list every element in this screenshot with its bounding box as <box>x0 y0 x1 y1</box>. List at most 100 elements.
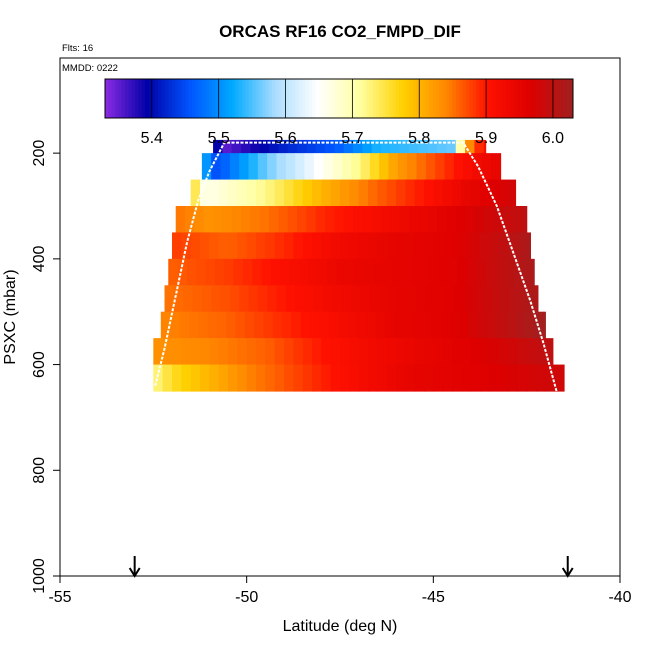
colorbar-segment <box>288 79 293 118</box>
heatmap-cell <box>200 179 210 207</box>
colorbar-tick-label: 5.6 <box>274 130 296 147</box>
colorbar-segment <box>412 79 417 118</box>
heatmap-cell <box>315 206 326 234</box>
x-tick-label: -50 <box>235 589 258 606</box>
colorbar-segment <box>552 79 557 118</box>
heatmap-cell <box>375 311 386 339</box>
heatmap-cell <box>259 139 270 154</box>
heatmap-cell <box>239 153 250 181</box>
colorbar-tick-label: 5.5 <box>208 130 230 147</box>
heatmap-cell <box>345 258 356 286</box>
heatmap-cell <box>517 232 528 260</box>
heatmap-cell <box>468 311 479 339</box>
heatmap-cell <box>446 206 457 234</box>
heatmap-cell <box>228 179 238 207</box>
heatmap-cell <box>218 179 229 207</box>
heatmap-cell <box>278 206 289 234</box>
heatmap-cell <box>263 311 274 339</box>
heatmap-cell <box>496 311 507 339</box>
heatmap-cell <box>431 311 442 339</box>
heatmap-cell <box>323 153 334 181</box>
heatmap-cell <box>228 232 238 260</box>
heatmap-cell <box>508 232 518 260</box>
colorbar-tick-label: 5.8 <box>408 130 430 147</box>
heatmap-cell <box>463 285 474 313</box>
heatmap-cell <box>276 153 287 181</box>
heatmap-cell <box>379 285 390 313</box>
heatmap-cell <box>494 258 505 286</box>
heatmap-cell <box>274 338 285 366</box>
colorbar-tick-labels: 5.4 5.5 5.6 5.7 5.8 5.9 6.0 <box>141 130 564 147</box>
heatmap-cell <box>470 364 481 392</box>
colorbar-segment <box>258 79 263 118</box>
heatmap-cell <box>360 285 371 313</box>
heatmap-cell <box>438 258 449 286</box>
heatmap-cell <box>407 153 418 181</box>
position-arrows <box>128 556 574 578</box>
heatmap-cell <box>461 179 472 207</box>
heatmap-cell <box>414 179 425 207</box>
heatmap-cell <box>371 206 382 234</box>
heatmap-cell <box>366 311 377 339</box>
colorbar-segment <box>365 79 370 118</box>
heatmap-cell <box>280 258 291 286</box>
colorbar-segment <box>415 79 420 118</box>
colorbar-segment <box>389 79 393 118</box>
heatmap-cell <box>233 258 244 286</box>
y-axis: 200 400 600 800 1000 <box>31 140 61 594</box>
heatmap-cell <box>201 153 212 181</box>
heatmap-cell <box>392 258 403 286</box>
heatmap-cell <box>220 153 231 181</box>
heatmap-cell <box>526 338 537 366</box>
heatmap-cell <box>414 364 425 392</box>
heatmap-cell <box>358 364 369 392</box>
heatmap-cell <box>200 232 210 260</box>
heatmap-cell <box>300 311 311 339</box>
colorbar-segment <box>395 79 400 118</box>
colorbar-segment <box>482 79 487 118</box>
heatmap-cell <box>285 285 296 313</box>
colorbar-segment <box>228 79 233 118</box>
heatmap-cell <box>504 258 515 286</box>
heatmap-cell <box>293 179 304 207</box>
heatmap-cell <box>186 258 197 286</box>
heatmap-cell <box>250 206 261 234</box>
heatmap-cell <box>228 364 238 392</box>
colorbar-segment <box>339 79 343 118</box>
heatmap-cell <box>289 258 300 286</box>
colorbar-segment <box>422 79 427 118</box>
heatmap-cell <box>526 232 531 260</box>
heatmap-cell <box>209 338 220 366</box>
heatmap-cell <box>173 285 184 313</box>
colorbar-segment <box>285 79 290 118</box>
colorbar-segment <box>282 79 287 118</box>
heatmap-cell <box>396 179 406 207</box>
colorbar-segment <box>432 79 437 118</box>
heatmap-cell <box>480 364 490 392</box>
heatmap-cell <box>480 179 490 207</box>
colorbar-segment <box>265 79 270 118</box>
heatmap-cell <box>220 285 231 313</box>
heatmap-cell <box>222 206 233 234</box>
colorbar-segment <box>111 79 116 118</box>
heatmap-cell <box>246 232 257 260</box>
heatmap-cell <box>211 153 222 181</box>
heatmap-cell <box>498 338 509 366</box>
heatmap-cell <box>334 206 345 234</box>
x-axis-label: Latitude (deg N) <box>283 618 398 635</box>
heatmap-cell <box>532 258 535 286</box>
heatmap-cell <box>267 153 278 181</box>
flights-label: Flts: 16 <box>62 43 93 54</box>
colorbar-segment <box>492 79 497 118</box>
colorbar-segment <box>519 79 524 118</box>
heatmap-cell <box>485 258 496 286</box>
heatmap-cell <box>213 206 223 234</box>
heatmap-cell <box>231 139 242 154</box>
heatmap-cell <box>465 139 475 154</box>
colorbar-tick-label: 5.7 <box>341 130 363 147</box>
heatmap-cell <box>274 364 285 392</box>
heatmap-cell <box>491 285 502 313</box>
colorbar-segment <box>238 79 243 118</box>
heatmap-cell <box>293 364 304 392</box>
heatmap-cell <box>377 338 388 366</box>
